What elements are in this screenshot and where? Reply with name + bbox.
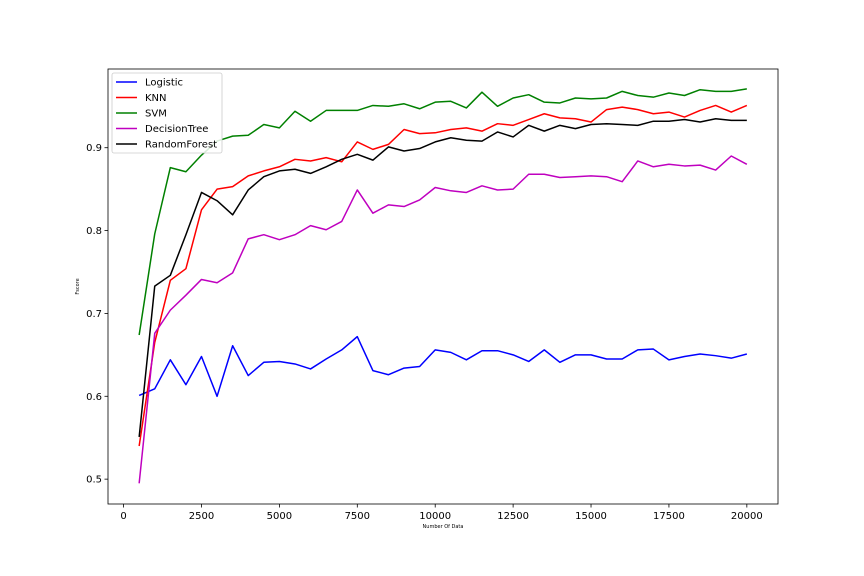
series-line-decisiontree bbox=[138, 155, 748, 484]
x-tick-label: 7500 bbox=[345, 511, 370, 522]
series-line-knn bbox=[138, 104, 748, 447]
legend-label-svm: SVM bbox=[145, 109, 167, 120]
series-line-svm bbox=[138, 88, 747, 336]
x-tick-label: 15000 bbox=[575, 511, 607, 522]
series-line-randomforest bbox=[138, 117, 747, 437]
y-tick-label: 0.7 bbox=[86, 309, 102, 320]
x-tick-label: 10000 bbox=[419, 511, 451, 522]
x-tick-label: 12500 bbox=[497, 511, 529, 522]
series-line-logistic bbox=[138, 335, 748, 398]
x-tick-label: 2500 bbox=[189, 511, 214, 522]
series-layer bbox=[138, 88, 748, 484]
legend-label-logistic: Logistic bbox=[145, 78, 183, 89]
legend-label-randomforest: RandomForest bbox=[145, 140, 217, 151]
legend-frame bbox=[111, 72, 223, 154]
y-tick-label: 0.9 bbox=[86, 143, 102, 154]
y-tick-label: 0.8 bbox=[86, 226, 102, 237]
x-tick-label: 17500 bbox=[653, 511, 685, 522]
x-tick-label: 5000 bbox=[267, 511, 292, 522]
y-tick-label: 0.5 bbox=[86, 475, 102, 486]
legend: Logistic KNN SVM DecisionTree RandomForest bbox=[111, 72, 223, 154]
x-axis-label: Number Of Data bbox=[423, 524, 464, 530]
plot-frame bbox=[107, 68, 779, 505]
legend-label-decisiontree: DecisionTree bbox=[145, 124, 208, 135]
y-axis: 0.5 0.6 0.7 0.8 0.9 bbox=[86, 143, 108, 486]
x-tick-label: 20000 bbox=[731, 511, 763, 522]
x-tick-label: 0 bbox=[120, 511, 126, 522]
y-axis-label: Fscore bbox=[75, 278, 81, 294]
legend-label-knn: KNN bbox=[145, 93, 167, 104]
x-axis: 0 2500 5000 7500 10000 12500 15000 17500 20000 bbox=[120, 504, 763, 522]
y-tick-label: 0.6 bbox=[86, 392, 102, 403]
